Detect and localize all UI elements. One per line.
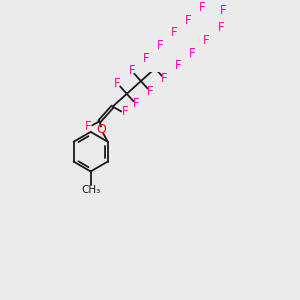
Text: F: F — [171, 26, 178, 39]
Text: F: F — [84, 120, 91, 133]
Text: F: F — [133, 98, 139, 110]
Text: F: F — [220, 4, 227, 17]
Text: F: F — [203, 34, 210, 47]
Text: F: F — [218, 21, 224, 34]
Text: F: F — [185, 14, 192, 26]
Text: F: F — [122, 105, 128, 118]
Text: F: F — [157, 39, 163, 52]
Text: F: F — [189, 46, 196, 60]
Text: F: F — [114, 77, 121, 90]
Text: F: F — [142, 52, 149, 65]
Text: F: F — [147, 85, 153, 98]
Text: F: F — [161, 72, 167, 85]
Text: O: O — [96, 123, 106, 136]
Text: CH₃: CH₃ — [81, 185, 100, 196]
Text: F: F — [128, 64, 135, 77]
Text: F: F — [175, 59, 182, 72]
Text: F: F — [199, 1, 206, 14]
